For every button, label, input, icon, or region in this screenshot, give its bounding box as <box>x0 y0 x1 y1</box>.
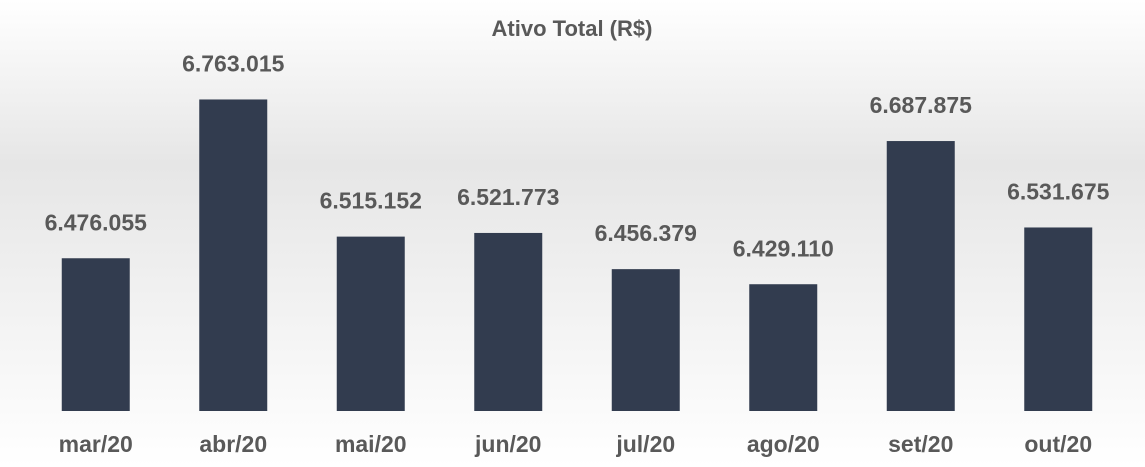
bar <box>749 284 818 411</box>
value-label: 6.531.675 <box>1007 179 1110 205</box>
x-tick-label: jun/20 <box>474 431 541 457</box>
x-tick-label: set/20 <box>888 431 953 457</box>
x-tick-label: jul/20 <box>615 431 675 457</box>
bar <box>474 232 543 411</box>
bar <box>1024 227 1093 411</box>
bar <box>61 258 130 411</box>
value-label: 6.429.110 <box>733 235 834 261</box>
x-tick-label: mai/20 <box>335 431 407 457</box>
value-label: 6.763.015 <box>182 51 285 77</box>
x-tick-label: out/20 <box>1024 431 1092 457</box>
bar <box>611 269 680 411</box>
value-label: 6.476.055 <box>45 209 148 235</box>
value-label: 6.521.773 <box>457 184 559 210</box>
value-label: 6.687.875 <box>870 92 973 118</box>
value-label: 6.456.379 <box>595 220 697 246</box>
x-tick-label: mar/20 <box>59 431 133 457</box>
chart-title: Ativo Total (R$) <box>492 16 653 41</box>
bar <box>886 141 955 412</box>
value-label: 6.515.152 <box>320 188 422 214</box>
bar <box>336 236 405 411</box>
bar <box>199 99 268 412</box>
x-tick-label: ago/20 <box>747 431 820 457</box>
x-tick-label: abr/20 <box>199 431 267 457</box>
